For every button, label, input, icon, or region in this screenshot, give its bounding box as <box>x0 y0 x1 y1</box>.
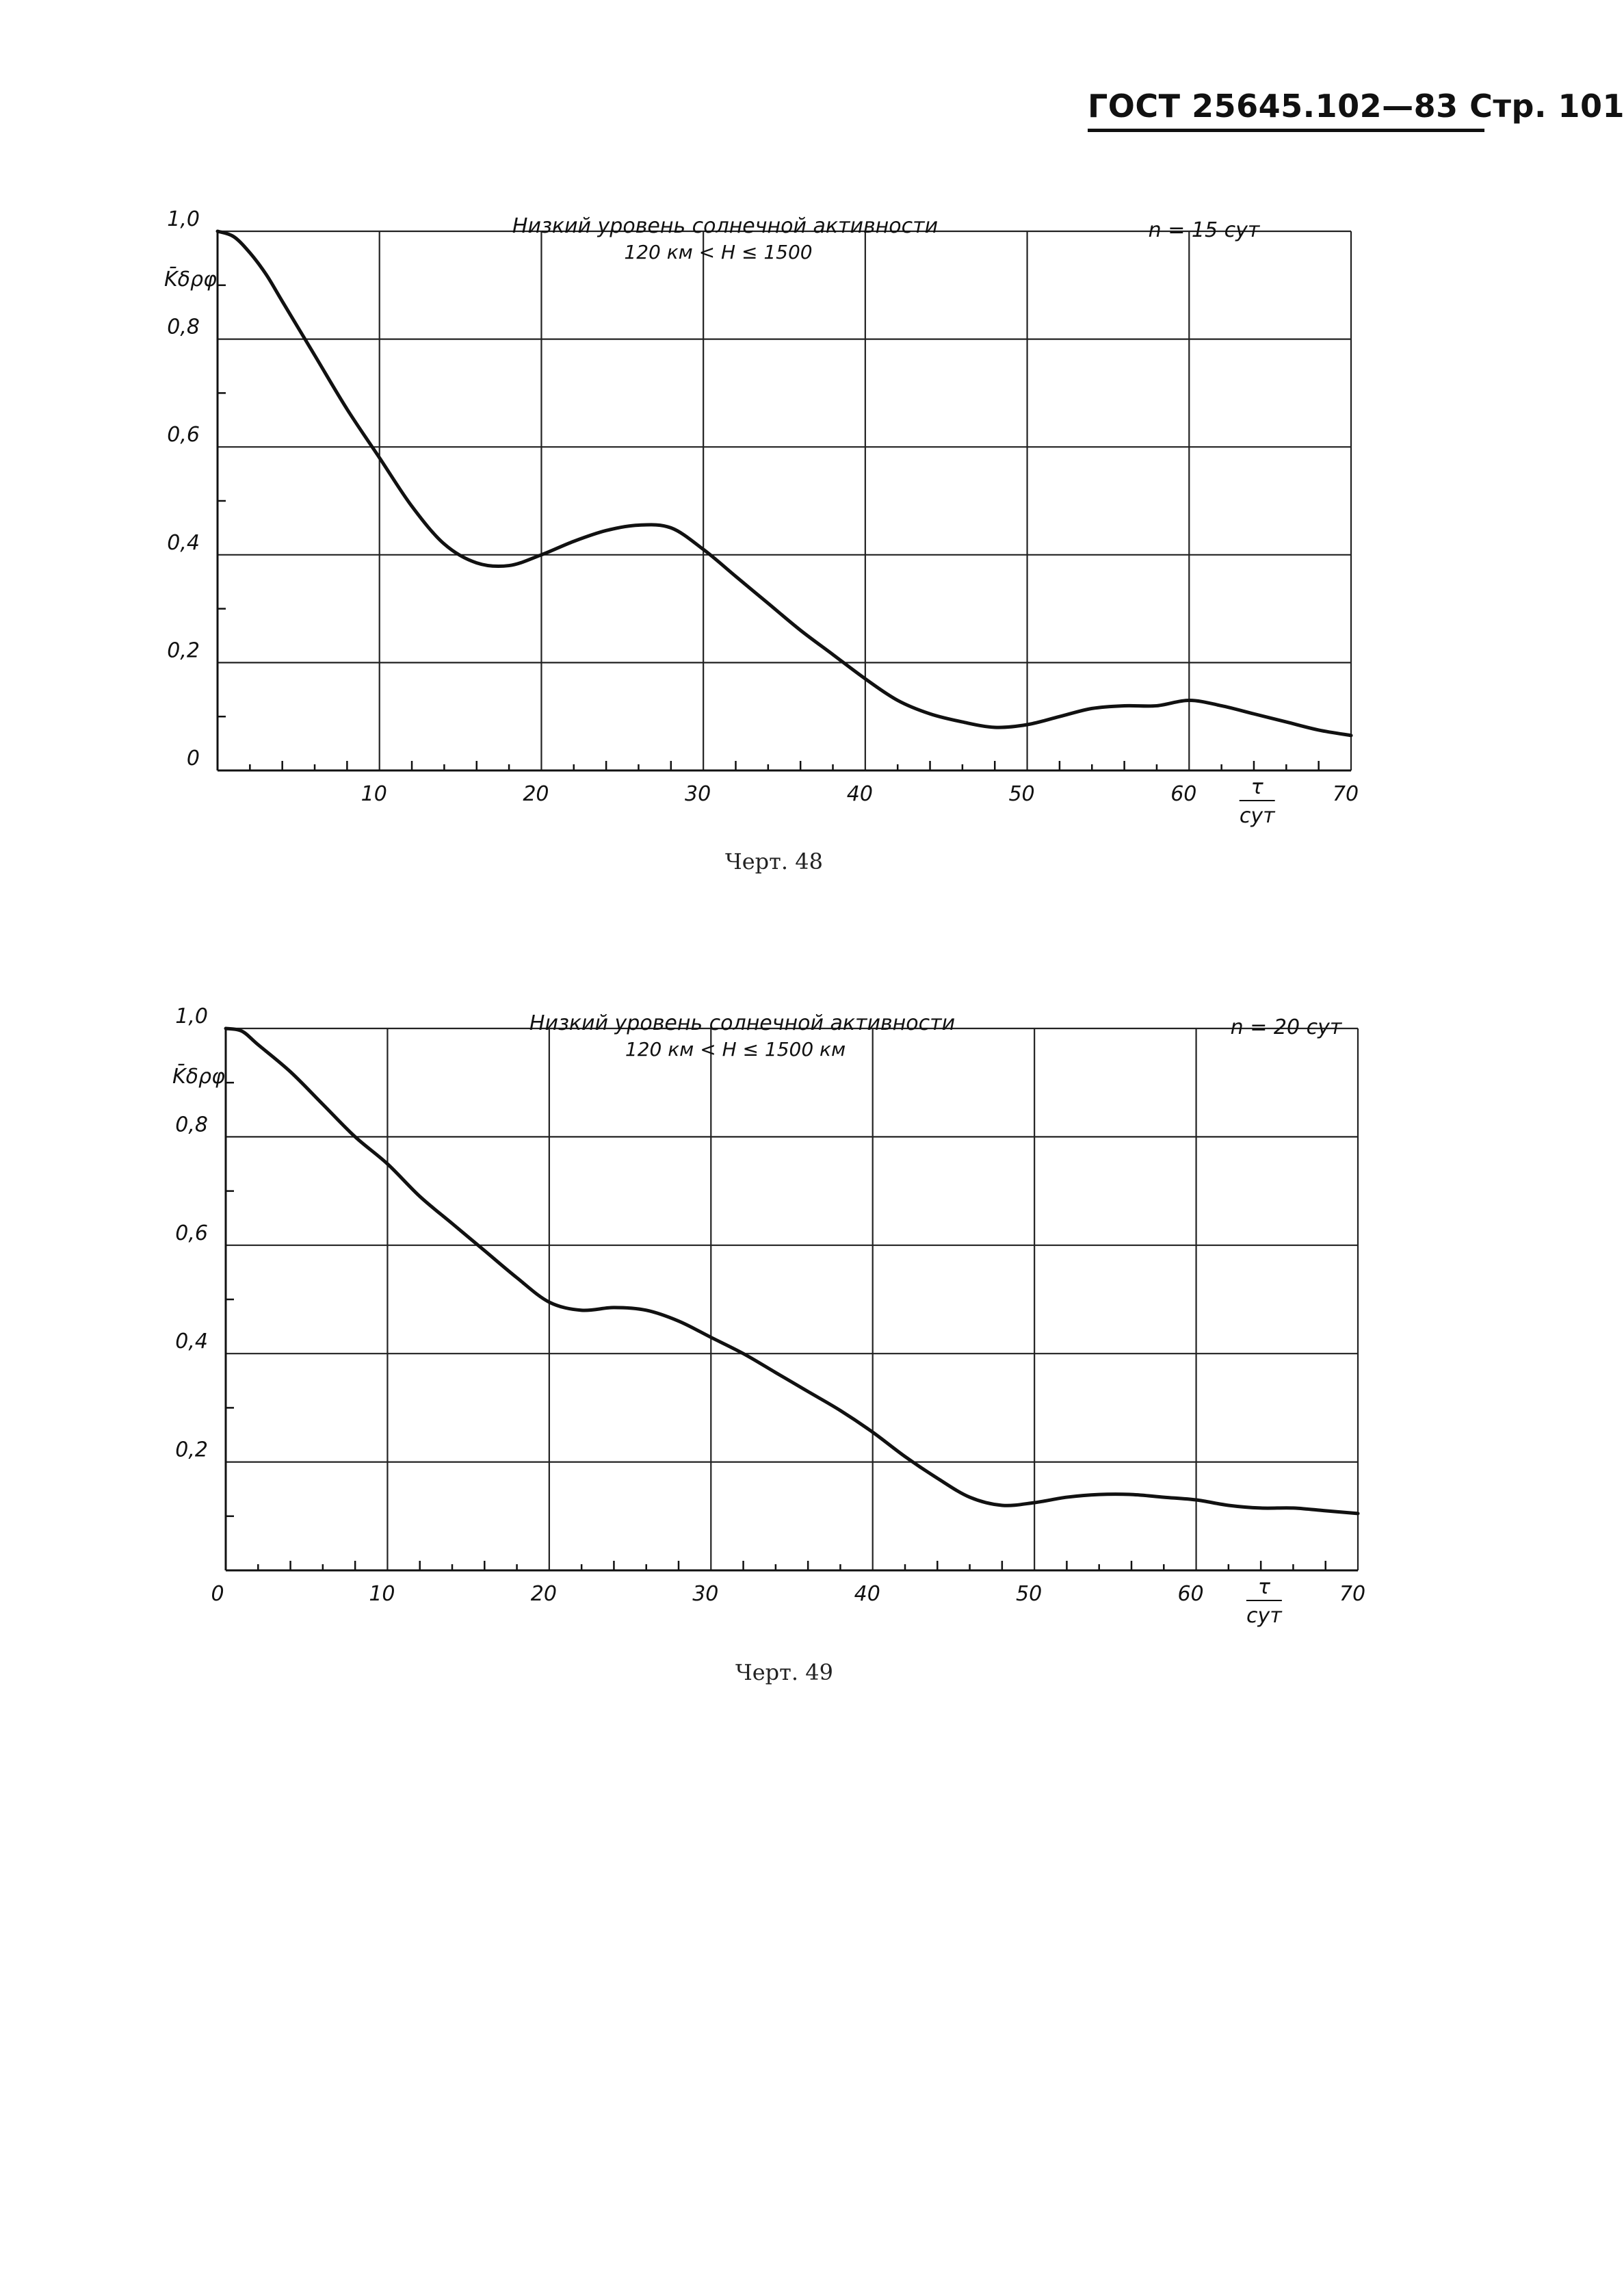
x-tick-label: 10 <box>369 1582 395 1606</box>
y-tick-label: 0,8 <box>167 315 200 339</box>
x-axis-unit-denominator: сут <box>1240 804 1276 828</box>
chart-title: Низкий уровень солнечной активности <box>529 1011 955 1035</box>
y-tick-label: 0,2 <box>167 638 200 662</box>
series-line <box>215 229 1353 738</box>
x-tick-label: 10 <box>361 782 387 806</box>
x-tick-label: 40 <box>847 782 873 806</box>
x-tick-label: 70 <box>1339 1582 1365 1606</box>
n-label: n = 20 сут <box>1231 1015 1343 1039</box>
y-tick-label: 0,4 <box>167 531 200 555</box>
x-tick-label: 40 <box>854 1582 880 1606</box>
x-tick-label: 0 <box>211 1582 224 1606</box>
y-tick-label: 1,0 <box>167 207 200 231</box>
y-tick-label: 0,6 <box>175 1221 208 1245</box>
y-axis-label: K̄δρφ <box>164 267 217 291</box>
x-axis-unit-denominator: сут <box>1246 1604 1283 1628</box>
x-tick-label: 30 <box>692 1582 718 1606</box>
n-label: n = 15 сут <box>1149 218 1261 242</box>
x-tick-label: 30 <box>685 782 711 806</box>
y-tick-label: 0,2 <box>175 1438 208 1462</box>
x-tick-label: 60 <box>1177 1582 1203 1606</box>
chart-48-caption: Черт. 48 <box>725 848 823 874</box>
x-tick-label: 50 <box>1008 782 1034 806</box>
x-tick-label: 60 <box>1170 782 1196 806</box>
chart-subtitle: 120 км < H ≤ 1500 <box>624 241 812 263</box>
y-tick-label: 0,8 <box>175 1113 208 1137</box>
chart-49 <box>224 1024 1360 1601</box>
y-tick-label: 1,0 <box>175 1004 208 1028</box>
chart-49-caption: Черт. 49 <box>735 1659 833 1685</box>
y-axis-label: K̄δρφ <box>172 1064 225 1089</box>
x-tick-label: 50 <box>1016 1582 1042 1606</box>
y-tick-label: 0 <box>187 747 200 770</box>
series-line <box>224 1026 1360 1516</box>
x-tick-label: 70 <box>1333 782 1359 806</box>
y-tick-label: 0,4 <box>175 1330 208 1353</box>
x-tick-label: 20 <box>531 1582 557 1606</box>
header-rule <box>1088 129 1484 132</box>
chart-title: Низкий уровень солнечной активности <box>512 214 938 238</box>
x-axis-unit-numerator: τ <box>1251 775 1264 799</box>
x-tick-label: 20 <box>523 782 549 806</box>
chart-48 <box>215 227 1353 801</box>
x-axis-unit-numerator: τ <box>1258 1575 1271 1599</box>
y-tick-label: 0,6 <box>167 423 200 447</box>
chart-subtitle: 120 км < H ≤ 1500 км <box>625 1038 846 1061</box>
